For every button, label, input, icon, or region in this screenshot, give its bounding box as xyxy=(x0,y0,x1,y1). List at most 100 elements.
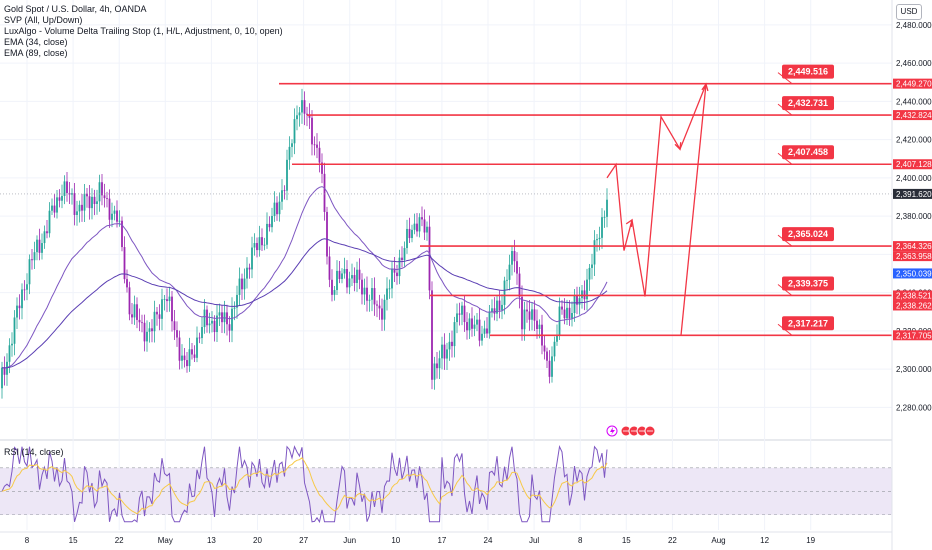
candle xyxy=(286,149,288,201)
candle-body xyxy=(431,290,433,380)
level-callout-label: 2,339.375 xyxy=(788,278,828,288)
candle xyxy=(48,202,51,238)
candle-body xyxy=(216,315,218,333)
candle-body xyxy=(328,256,331,280)
level-callout-label: 2,432.731 xyxy=(788,98,828,108)
candle xyxy=(308,103,311,130)
indicator-ema-34[interactable]: EMA (34, close) xyxy=(4,37,68,47)
level-callout-label: 2,407.458 xyxy=(788,147,828,157)
candle xyxy=(213,315,216,342)
candle-body xyxy=(133,304,136,318)
lightning-bolt-icon xyxy=(610,427,615,435)
candle-body xyxy=(1,367,3,389)
candle xyxy=(303,91,306,126)
candle-body xyxy=(536,320,538,330)
candle xyxy=(163,295,166,311)
candle xyxy=(268,216,271,232)
candle xyxy=(378,294,381,320)
candle-body xyxy=(96,201,98,204)
candle xyxy=(81,193,83,222)
candle xyxy=(463,294,466,332)
rsi-legend[interactable]: RSI (14, close) xyxy=(4,447,64,457)
candle-body xyxy=(158,314,161,319)
candle-body xyxy=(46,231,48,234)
candle-body xyxy=(338,270,341,279)
time-tick-label: 15 xyxy=(622,536,631,545)
chart-title[interactable]: Gold Spot / U.S. Dollar, 4h, OANDA xyxy=(4,4,147,14)
candle xyxy=(338,261,341,284)
candle xyxy=(266,212,268,249)
candle xyxy=(101,174,103,206)
indicator-svp[interactable]: SVP (All, Up/Down) xyxy=(4,15,83,25)
candle xyxy=(391,261,393,299)
currency-button[interactable]: USD xyxy=(896,4,922,20)
candle-body xyxy=(363,287,366,295)
candle xyxy=(31,248,33,270)
candle xyxy=(366,276,368,312)
candle-body xyxy=(576,295,578,305)
candle-body xyxy=(546,351,548,361)
candle xyxy=(328,246,331,288)
time-tick-label: 12 xyxy=(760,536,769,545)
candle-body xyxy=(506,279,508,281)
indicator-ema-89[interactable]: EMA (89, close) xyxy=(4,48,68,58)
candle-body xyxy=(261,237,263,246)
candle xyxy=(196,326,198,363)
candle-body xyxy=(591,264,593,268)
ema-89-line xyxy=(1,238,608,369)
candle xyxy=(316,133,318,159)
candle-body xyxy=(263,244,266,246)
indicator-luxalgo[interactable]: LuxAlgo - Volume Delta Trailing Stop (1,… xyxy=(4,26,283,36)
price-tag xyxy=(893,251,932,262)
candle xyxy=(336,260,338,296)
candle-body xyxy=(436,363,438,369)
candle-body xyxy=(463,305,466,323)
rsi-ma-line xyxy=(1,457,608,515)
candle-body xyxy=(491,308,493,312)
price-tag xyxy=(893,290,932,301)
chart-grid xyxy=(0,0,932,533)
candle xyxy=(453,316,456,358)
candle-body xyxy=(366,287,368,301)
candle-body xyxy=(288,146,291,160)
time-tick-label: 27 xyxy=(299,536,308,545)
candle-body xyxy=(346,269,348,288)
candle xyxy=(181,344,183,369)
time-tick-label: 20 xyxy=(253,536,262,545)
candle xyxy=(368,294,371,312)
arrow-head xyxy=(701,82,709,92)
candle xyxy=(86,187,88,208)
candle xyxy=(131,303,133,325)
candle-body xyxy=(266,223,268,245)
candle-body xyxy=(501,304,503,311)
candle-body xyxy=(91,196,93,209)
candle xyxy=(603,210,606,228)
candle xyxy=(93,189,96,216)
candle xyxy=(33,241,36,270)
candle-body xyxy=(228,324,231,331)
candle xyxy=(468,313,471,340)
candle-body xyxy=(106,198,108,199)
candle-body xyxy=(413,223,416,230)
candle xyxy=(446,342,448,370)
candle xyxy=(166,288,168,313)
candle xyxy=(371,278,373,312)
candle-body xyxy=(233,307,236,309)
candle-body xyxy=(73,193,76,215)
candle xyxy=(153,300,156,343)
candle xyxy=(466,312,468,340)
candle xyxy=(106,191,108,208)
candle-body xyxy=(143,322,146,342)
candle xyxy=(201,316,203,344)
candle xyxy=(406,219,408,254)
candle xyxy=(261,228,263,252)
candle-body xyxy=(571,313,573,319)
price-tag-label: 2,338.521 xyxy=(896,291,932,300)
level-callout-label: 2,317.217 xyxy=(788,318,828,328)
candle xyxy=(451,330,453,358)
price-tick-label: 2,440.000 xyxy=(896,97,932,106)
level-callout xyxy=(782,316,834,331)
time-tick-label: Jul xyxy=(529,536,539,545)
candle xyxy=(296,105,298,131)
